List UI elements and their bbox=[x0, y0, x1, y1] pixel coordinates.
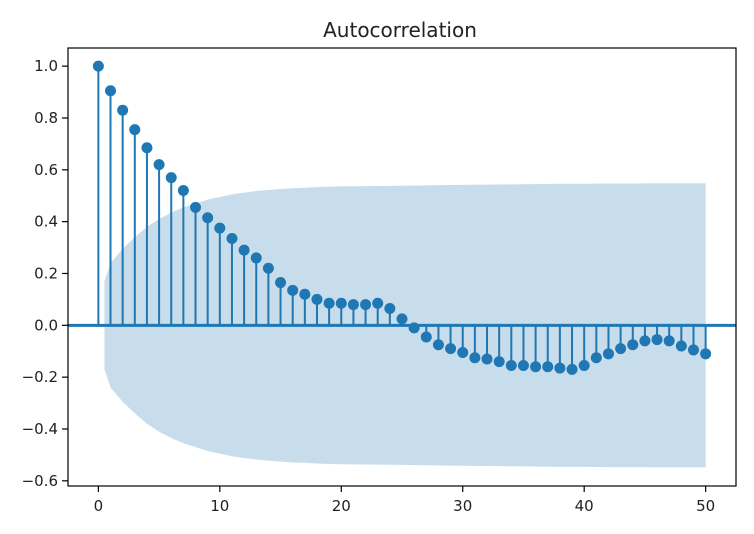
stem-marker bbox=[566, 363, 578, 375]
stem-marker bbox=[530, 361, 542, 373]
stem-marker bbox=[445, 343, 457, 355]
stem-marker bbox=[153, 159, 165, 171]
y-tick-label: 0.6 bbox=[34, 161, 58, 179]
stem-marker bbox=[299, 288, 311, 300]
x-tick-label: 20 bbox=[332, 497, 351, 515]
stem-marker bbox=[651, 334, 663, 346]
plot-frame bbox=[67, 47, 737, 487]
stem-marker bbox=[384, 302, 396, 314]
stem-marker bbox=[615, 343, 627, 355]
stem-marker bbox=[275, 277, 287, 289]
stem-marker bbox=[323, 297, 335, 309]
y-tick-label: 1.0 bbox=[34, 57, 58, 75]
y-tick-label: 0.0 bbox=[34, 316, 58, 334]
stem-marker bbox=[250, 252, 262, 264]
stem-marker bbox=[493, 356, 505, 368]
stem-marker bbox=[481, 353, 493, 365]
y-tick-label: −0.4 bbox=[22, 420, 58, 438]
y-tick-label: 0.2 bbox=[34, 264, 58, 282]
stem-marker bbox=[578, 359, 590, 371]
stem-marker bbox=[396, 313, 408, 325]
stem-marker bbox=[420, 331, 432, 343]
stem-marker bbox=[542, 361, 554, 373]
stem-marker bbox=[590, 352, 602, 364]
stem-marker bbox=[190, 201, 202, 213]
stem-marker bbox=[129, 124, 141, 136]
stem-marker bbox=[202, 212, 214, 224]
stem-marker bbox=[360, 299, 372, 311]
stem-marker bbox=[517, 359, 529, 371]
stem-marker bbox=[347, 299, 359, 311]
stem-marker bbox=[687, 344, 699, 356]
stem-marker bbox=[627, 339, 639, 351]
stem-marker bbox=[602, 348, 614, 360]
stem-marker bbox=[432, 339, 444, 351]
stem-marker bbox=[238, 244, 250, 256]
y-tick-label: −0.2 bbox=[22, 368, 58, 386]
stem-marker bbox=[469, 352, 481, 364]
stem-marker bbox=[554, 362, 566, 374]
stem-marker bbox=[372, 297, 384, 309]
y-tick-label: −0.6 bbox=[22, 472, 58, 490]
stem-marker bbox=[226, 232, 238, 244]
stem-marker bbox=[117, 104, 129, 116]
y-tick-label: 0.4 bbox=[34, 213, 58, 231]
stem-marker bbox=[177, 185, 189, 197]
stem-marker bbox=[287, 284, 299, 296]
x-tick-label: 50 bbox=[696, 497, 715, 515]
x-tick-label: 10 bbox=[210, 497, 229, 515]
stem-marker bbox=[311, 293, 323, 305]
x-tick-label: 0 bbox=[94, 497, 104, 515]
stem-marker bbox=[105, 85, 117, 97]
stem-marker bbox=[700, 348, 712, 360]
stem-marker bbox=[165, 172, 177, 184]
stem-marker bbox=[408, 322, 420, 334]
stem-layer bbox=[92, 60, 712, 375]
x-tick-label: 40 bbox=[575, 497, 594, 515]
stem-marker bbox=[505, 359, 517, 371]
stem-marker bbox=[335, 297, 347, 309]
stem-marker bbox=[457, 347, 469, 359]
axis-layer: −0.6 −0.4 −0.2 0.0 0.2 0.4 0.6 0.8 1.0 0 10 20 30 40 5… bbox=[22, 47, 737, 515]
stem-marker bbox=[92, 60, 104, 72]
stem-marker bbox=[675, 340, 687, 352]
stem-marker bbox=[141, 142, 153, 154]
chart-title: Autocorrelation bbox=[323, 18, 477, 42]
stem-marker bbox=[262, 262, 274, 274]
x-tick-label: 30 bbox=[453, 497, 472, 515]
stem-marker bbox=[663, 335, 675, 347]
stem-marker bbox=[214, 222, 226, 234]
stem-marker bbox=[639, 335, 651, 347]
y-tick-label: 0.8 bbox=[34, 109, 58, 127]
